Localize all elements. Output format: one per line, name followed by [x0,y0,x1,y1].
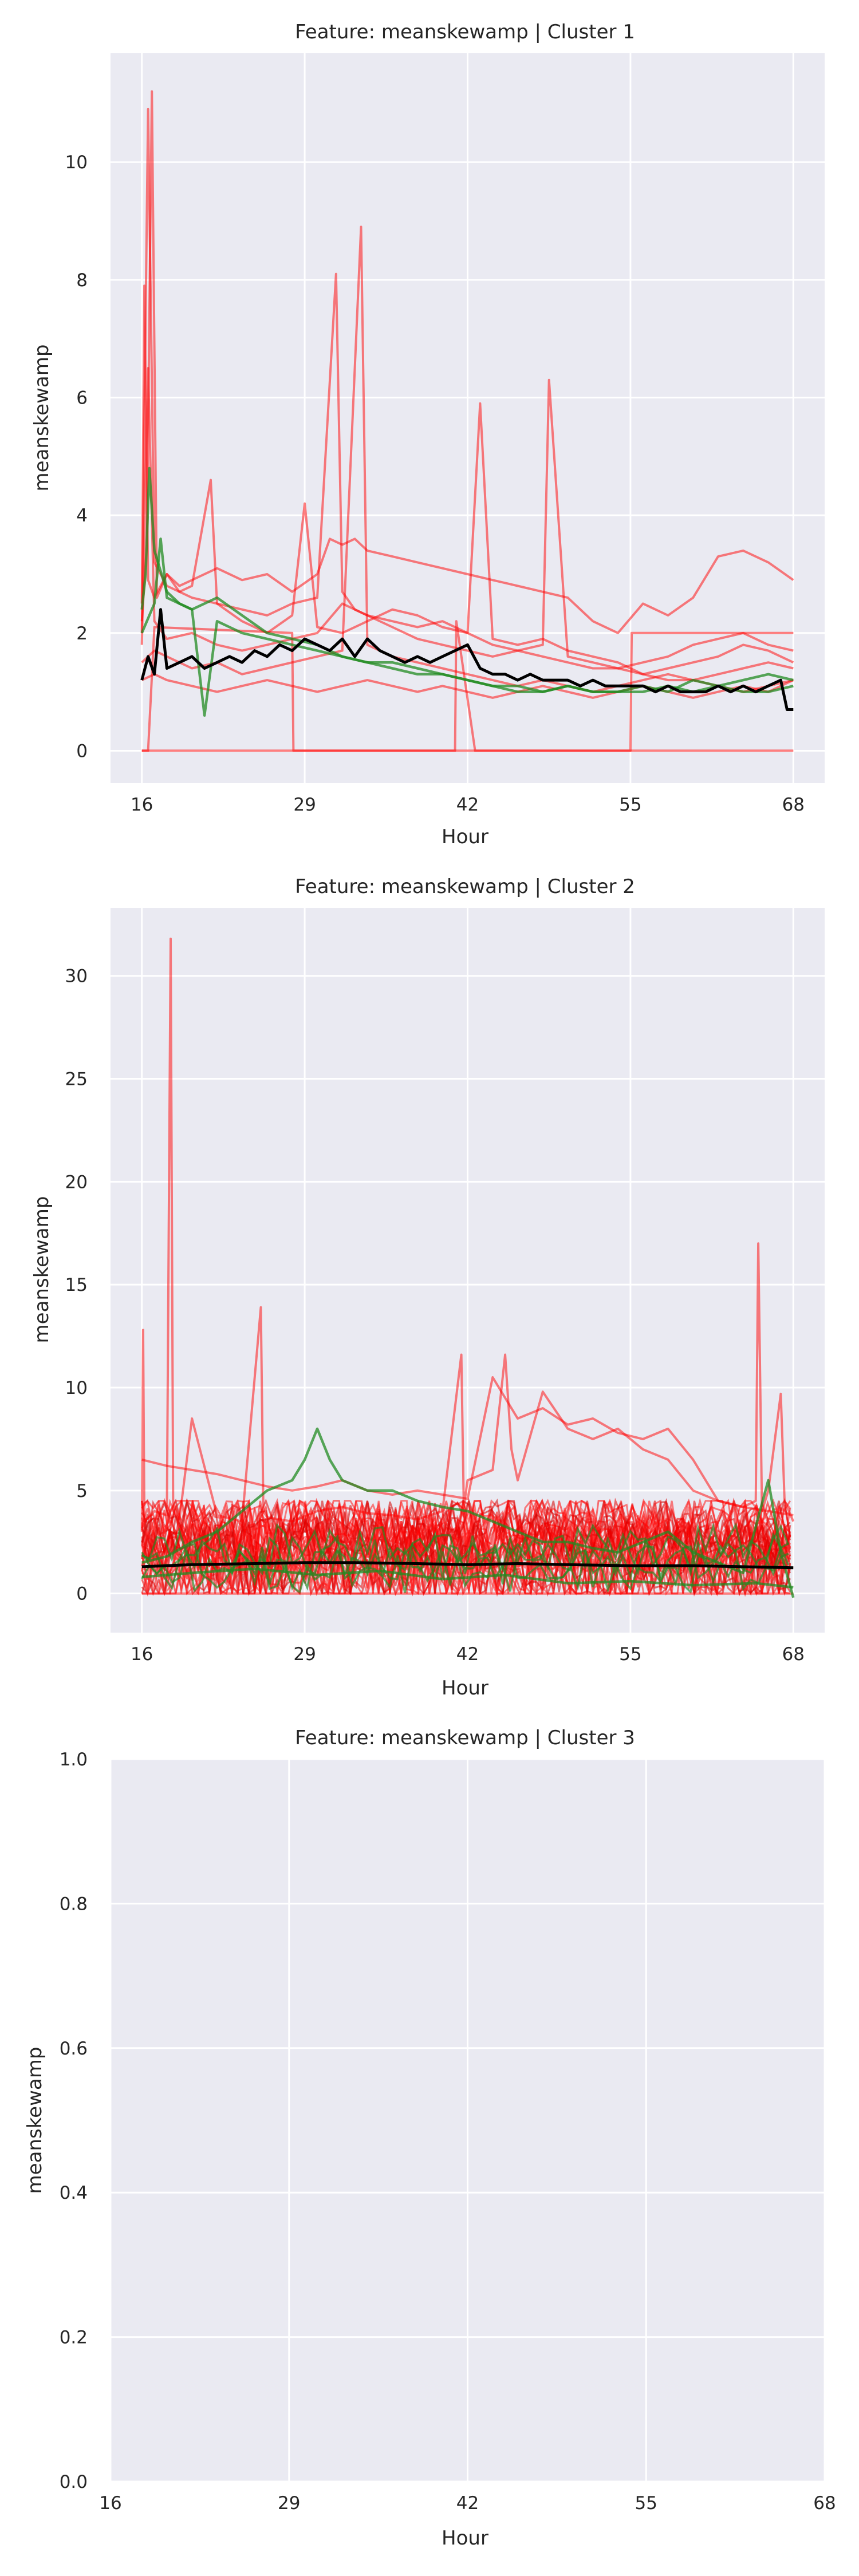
green-series-line [140,538,794,693]
y-tick-label: 0 [76,1584,88,1605]
x-tick-label: 16 [99,2493,121,2514]
mean-series-group [140,608,794,711]
mean-series-line [141,1561,794,1570]
x-tick-label: 29 [293,1644,316,1665]
grid-lines [109,1758,826,2483]
y-tick-label: 15 [65,1275,88,1295]
y-tick-label: 20 [65,1172,88,1192]
x-tick-label: 55 [619,795,641,815]
green-series-line [141,1531,789,1580]
y-tick-label: 10 [65,1378,88,1398]
x-tick-label: 68 [782,795,805,815]
red-series-line [141,1545,791,1597]
x-tick-label: 16 [131,795,153,815]
x-tick-label: 29 [278,2493,300,2514]
y-axis-label: meanskewamp [30,1196,53,1344]
y-tick-label: 0.0 [60,2472,88,2492]
green-series-line [141,1427,795,1598]
x-tick-labels: 16 29 42 55 68 [99,2493,836,2514]
x-tick-labels: 16 29 42 55 68 [131,1644,805,1665]
x-tick-label: 68 [813,2493,836,2514]
y-tick-label: 0.4 [60,2183,88,2203]
red-series-line [140,90,794,634]
x-tick-label: 55 [635,2493,657,2514]
x-tick-labels: 16 29 42 55 68 [131,795,805,815]
y-tick-label: 0.2 [60,2328,88,2348]
red-series-line [141,1518,791,1594]
y-tick-label: 0 [76,741,88,761]
chart-title: Feature: meanskewamp | Cluster 3 [295,1726,635,1749]
red-series-group [140,937,795,1595]
green-series-line [141,1522,790,1573]
red-series-line [141,226,794,693]
y-tick-label: 6 [76,388,88,409]
x-tick-label: 16 [131,1644,153,1665]
x-tick-label: 42 [456,1644,479,1665]
chart-panel-cluster-3: Feature: meanskewamp | Cluster 3 16 29 42 5… [23,1726,836,2550]
y-tick-label: 4 [76,505,88,526]
x-tick-label: 42 [456,2493,479,2514]
y-tick-label: 10 [65,152,88,173]
y-tick-label: 5 [76,1481,88,1502]
chart-panel-cluster-1: Feature: meanskewamp | Cluster 1 16 29 42 5… [30,21,825,848]
y-tick-label: 2 [76,623,88,644]
y-tick-label: 0.6 [60,2038,88,2059]
y-tick-label: 0.8 [60,1894,88,1914]
y-tick-labels: 0.0 0.2 0.4 0.6 0.8 1.0 [60,1749,88,2492]
y-axis-label: meanskewamp [30,345,53,492]
green-series-group [141,1427,795,1598]
green-series-line [141,1567,794,1589]
y-tick-labels: 0 5 10 15 20 25 30 [65,966,88,1605]
y-tick-label: 30 [65,966,88,987]
x-tick-label: 42 [456,795,479,815]
y-tick-labels: 0 2 4 6 8 10 [65,152,88,761]
x-tick-label: 29 [293,795,316,815]
chart-title: Feature: meanskewamp | Cluster 2 [295,875,635,898]
chart-title: Feature: meanskewamp | Cluster 1 [295,21,635,44]
red-series-group [140,90,794,752]
mean-series-line [140,608,794,711]
y-tick-label: 25 [65,1069,88,1090]
chart-panel-cluster-2: Feature: meanskewamp | Cluster 2 16 29 42 5… [30,875,825,1700]
x-axis-label: Hour [442,825,488,848]
y-tick-label: 1.0 [60,1749,88,1770]
x-tick-label: 68 [782,1644,805,1665]
y-tick-label: 8 [76,270,88,291]
x-axis-label: Hour [442,2527,488,2550]
x-tick-label: 55 [619,1644,641,1665]
x-axis-label: Hour [442,1677,488,1700]
mean-series-group [141,1561,794,1570]
red-series-line [141,1498,791,1594]
y-axis-label: meanskewamp [23,2047,46,2194]
red-series-line [141,1376,794,1516]
